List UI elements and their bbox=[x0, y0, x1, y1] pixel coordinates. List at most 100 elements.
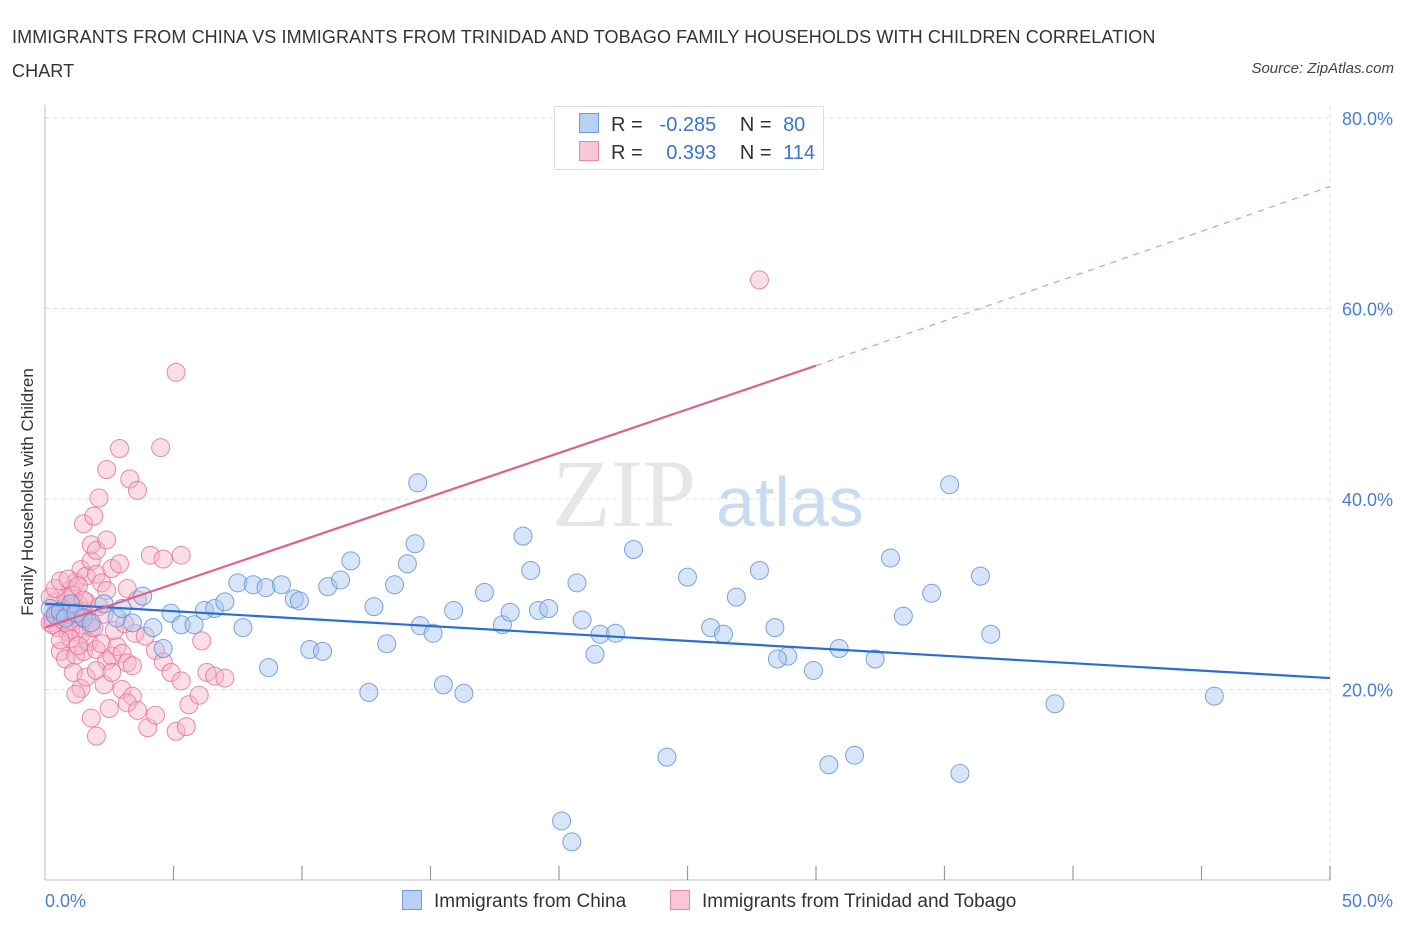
trinidad-point-72 bbox=[97, 530, 117, 550]
trinidad-point-49 bbox=[81, 708, 101, 728]
chart-source: Source: ZipAtlas.com bbox=[1251, 60, 1394, 77]
china-point-82 bbox=[408, 473, 428, 493]
trinidad-point-57 bbox=[86, 726, 106, 746]
trinidad-point-83 bbox=[97, 459, 117, 479]
trinidad-point-51 bbox=[117, 693, 137, 713]
china-point-80 bbox=[1204, 686, 1224, 706]
trinidad-point-105 bbox=[179, 695, 199, 715]
china-point-7 bbox=[81, 613, 101, 633]
china-point-38 bbox=[397, 554, 417, 574]
china-point-41 bbox=[423, 623, 443, 643]
china-point-54 bbox=[572, 610, 592, 630]
x-tick-label-max: 50.0% bbox=[1342, 891, 1393, 911]
trinidad-point-41 bbox=[71, 679, 91, 699]
china-point-43 bbox=[444, 600, 464, 620]
trinidad-point-33 bbox=[92, 634, 112, 654]
trinidad-point-75 bbox=[171, 545, 191, 565]
china-point-37 bbox=[385, 575, 405, 595]
china-point-11 bbox=[122, 613, 142, 633]
china-point-42 bbox=[433, 675, 453, 695]
china-point-26 bbox=[271, 575, 291, 595]
y-tick-label-20: 20.0% bbox=[1342, 681, 1393, 701]
bottom-legend-china-label: Immigrants from China bbox=[434, 891, 627, 912]
china-point-36 bbox=[377, 634, 397, 654]
trinidad-point-44 bbox=[94, 675, 114, 695]
trinidad-point-48 bbox=[66, 684, 86, 704]
legend-row-china: R = -0.285 N = 80 bbox=[579, 113, 805, 139]
bottom-legend-trinidad-label: Immigrants from Trinidad and Tobago bbox=[702, 891, 1017, 912]
bottom-legend-china-swatch bbox=[402, 890, 422, 910]
trinidad-point-87 bbox=[151, 438, 171, 458]
legend-china-r-value: -0.285 bbox=[659, 114, 717, 136]
series-trinidad-points bbox=[40, 270, 769, 746]
trinidad-point-76 bbox=[192, 631, 212, 651]
trinidad-point-101 bbox=[146, 640, 166, 660]
axis-layer bbox=[44, 105, 1331, 881]
bottom-legend-trinidad-swatch bbox=[670, 890, 690, 910]
trinidad-point-47 bbox=[122, 686, 142, 706]
x-tick-label-min: 0.0% bbox=[45, 891, 86, 911]
china-point-51 bbox=[539, 599, 559, 619]
china-point-20 bbox=[215, 592, 235, 612]
china-point-76 bbox=[950, 763, 970, 783]
china-point-83 bbox=[562, 832, 582, 852]
legend-trinidad-r-label: R = bbox=[611, 142, 643, 164]
trinidad-point-109 bbox=[50, 571, 70, 591]
legend-row-trinidad: R = 0.393 N = 114 bbox=[579, 141, 815, 167]
china-point-71 bbox=[845, 745, 865, 765]
trinidad-point-73 bbox=[140, 545, 160, 565]
bottom-legend-trinidad: Immigrants from Trinidad and Tobago bbox=[670, 890, 1016, 913]
legend-trinidad-n-label: N = bbox=[739, 142, 772, 164]
china-point-74 bbox=[893, 606, 913, 626]
watermark-atlas: atlas bbox=[716, 463, 864, 541]
china-point-75 bbox=[922, 583, 942, 603]
trinidad-point-40 bbox=[63, 662, 83, 682]
china-point-58 bbox=[624, 539, 644, 559]
y-tick-label-80: 80.0% bbox=[1342, 109, 1393, 129]
china-swatch bbox=[579, 113, 599, 133]
china-point-32 bbox=[331, 570, 351, 590]
y-axis-title: Family Households with Children bbox=[18, 368, 37, 616]
china-point-47 bbox=[500, 602, 520, 622]
china-point-72 bbox=[865, 649, 885, 669]
trinidad-point-104 bbox=[171, 671, 191, 691]
china-point-30 bbox=[313, 641, 333, 661]
trend-line-china bbox=[44, 602, 1331, 680]
china-point-64 bbox=[749, 560, 769, 580]
trinidad-point-39 bbox=[122, 656, 142, 676]
trend-line-trinidad-extension bbox=[815, 186, 1331, 367]
trinidad-point-106 bbox=[189, 685, 209, 705]
china-point-62 bbox=[713, 624, 733, 644]
trinidad-point-54 bbox=[146, 705, 166, 725]
trinidad-point-79 bbox=[215, 668, 235, 688]
china-point-2 bbox=[50, 601, 70, 621]
watermark: ZIP atlas bbox=[552, 440, 864, 547]
china-point-22 bbox=[233, 618, 253, 638]
trinidad-point-112 bbox=[68, 576, 88, 596]
trinidad-point-70 bbox=[81, 535, 101, 555]
china-point-52 bbox=[552, 811, 572, 831]
china-point-53 bbox=[567, 573, 587, 593]
trinidad-point-37 bbox=[112, 643, 132, 663]
china-point-39 bbox=[405, 534, 425, 554]
y-tick-label-60: 60.0% bbox=[1342, 300, 1393, 320]
trinidad-swatch bbox=[579, 141, 599, 161]
trinidad-point-86 bbox=[128, 480, 148, 500]
china-point-34 bbox=[359, 682, 379, 702]
china-point-77 bbox=[970, 566, 990, 586]
trinidad-point-71 bbox=[86, 540, 106, 560]
chart-title: IMMIGRANTS FROM CHINA VS IMMIGRANTS FROM… bbox=[12, 27, 1156, 81]
china-point-25 bbox=[259, 658, 279, 678]
china-point-9 bbox=[107, 608, 127, 628]
china-point-59 bbox=[657, 747, 677, 767]
china-point-33 bbox=[341, 551, 361, 571]
trinidad-point-84 bbox=[110, 439, 130, 459]
trinidad-point-67 bbox=[110, 554, 130, 574]
y-tick-label-40: 40.0% bbox=[1342, 490, 1393, 510]
china-point-60 bbox=[678, 567, 697, 587]
china-point-63 bbox=[726, 587, 746, 607]
watermark-zip: ZIP bbox=[552, 440, 696, 547]
trinidad-point-74 bbox=[153, 549, 173, 569]
trinidad-point-80 bbox=[74, 514, 94, 534]
